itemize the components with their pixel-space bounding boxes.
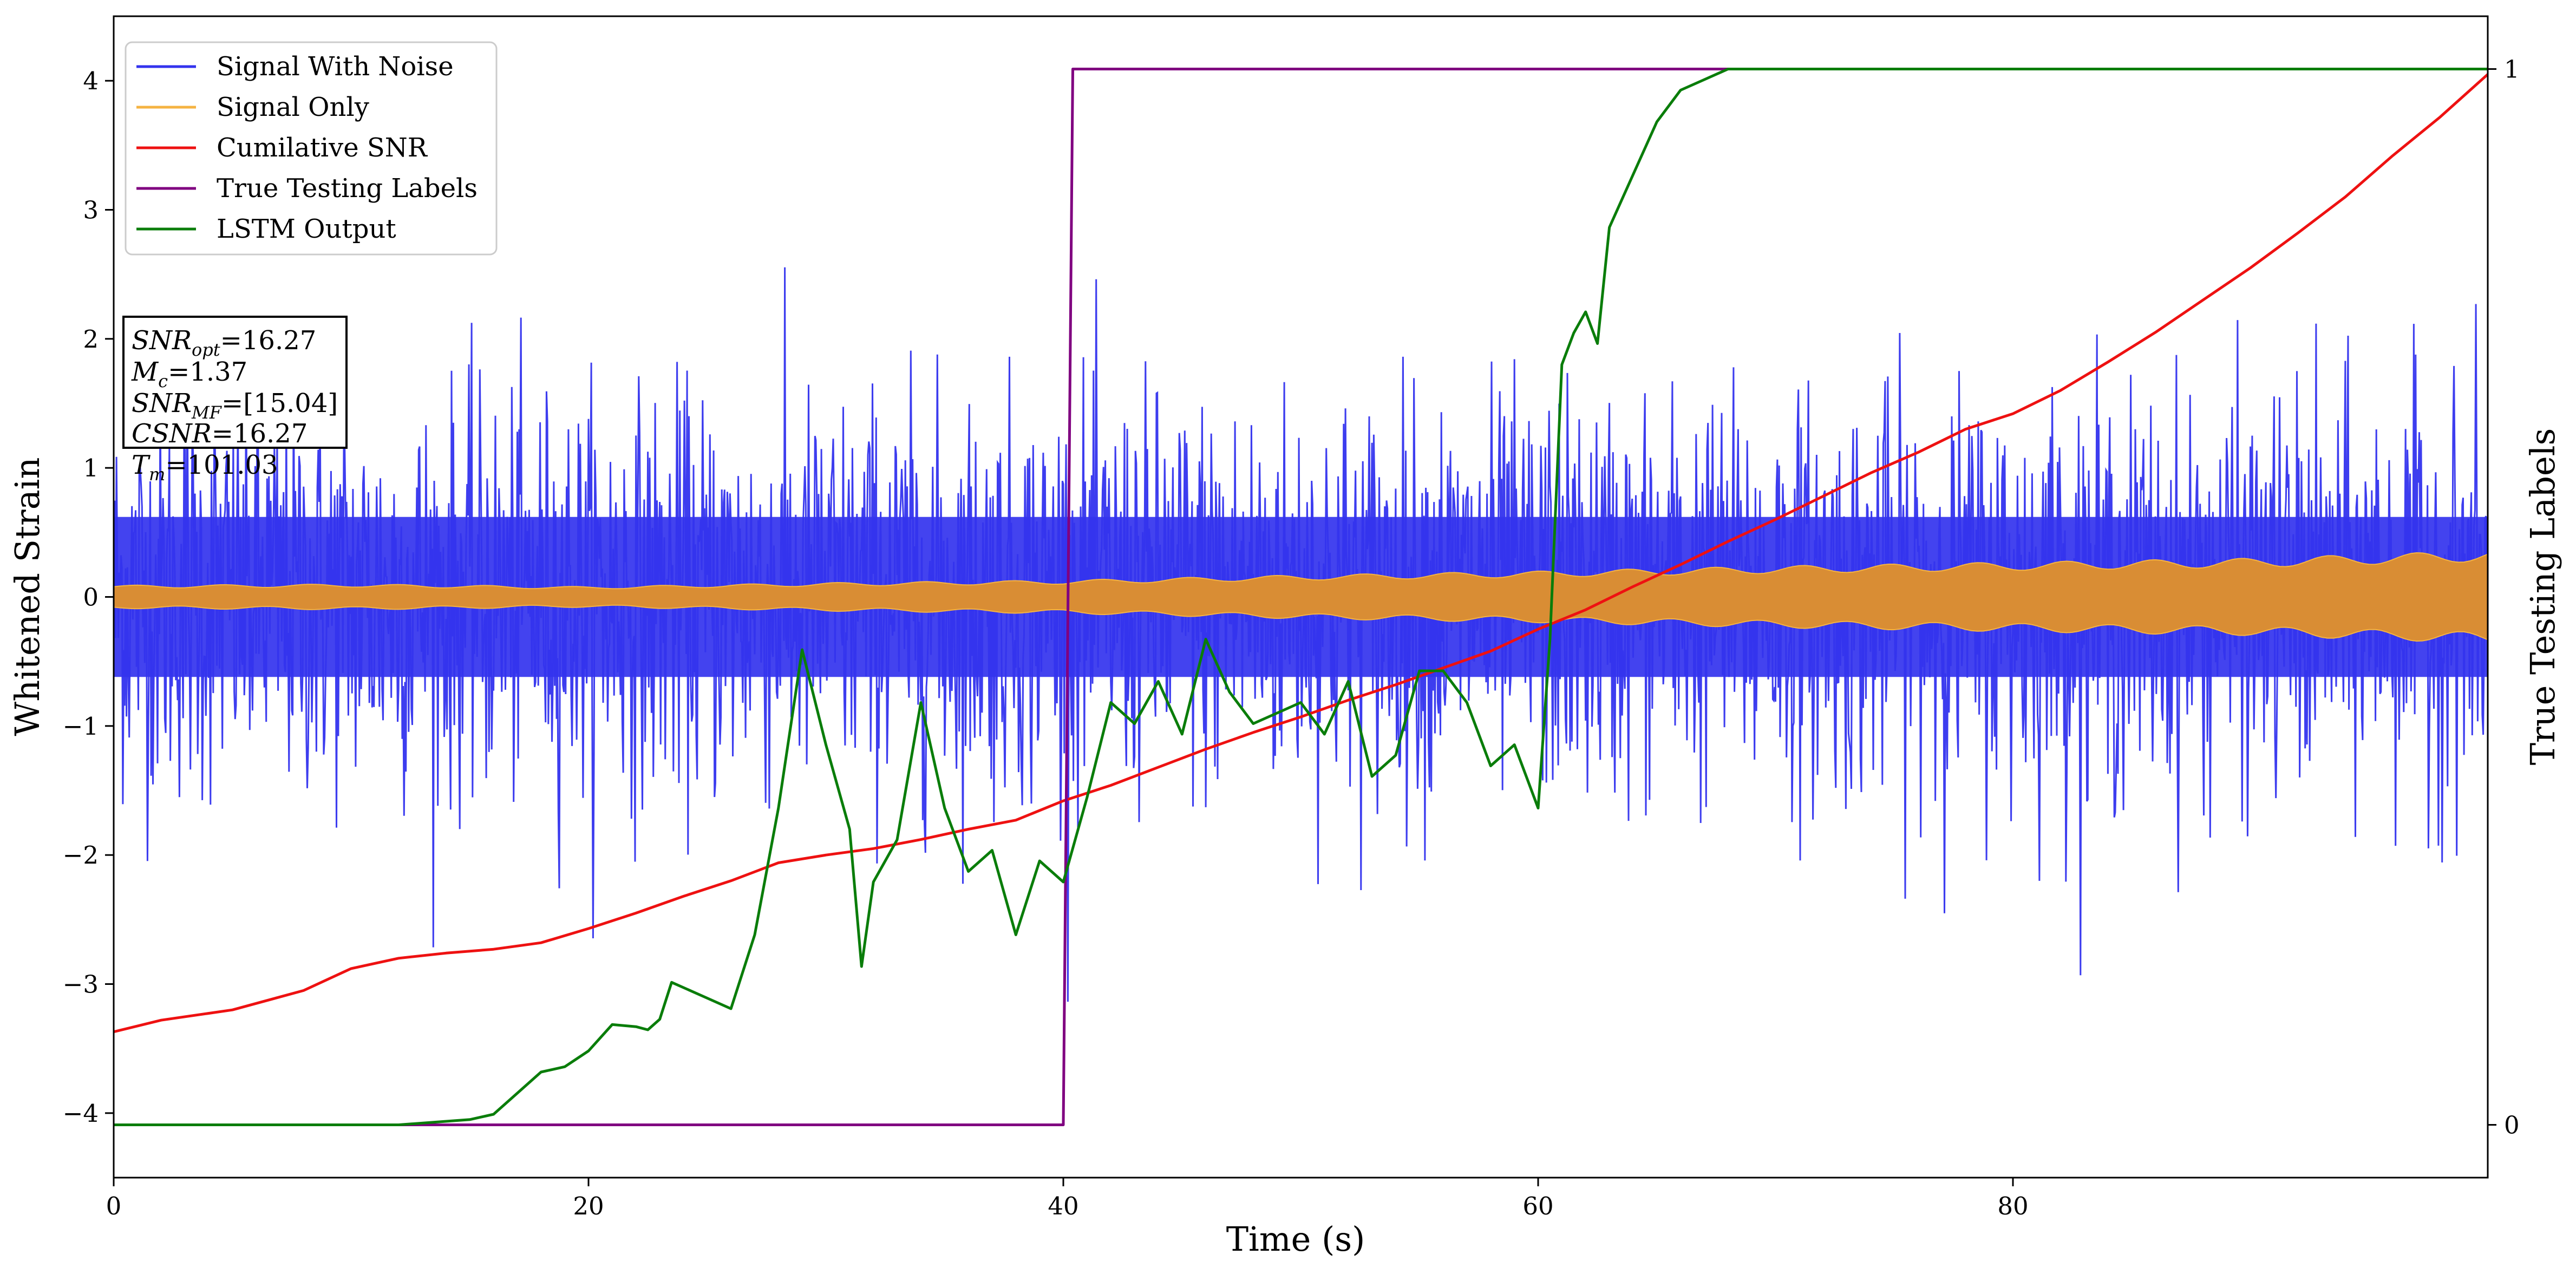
legend-label: Cumilative SNR bbox=[217, 133, 428, 163]
annotation-box bbox=[122, 316, 348, 449]
y-tick-label: 2 bbox=[83, 325, 99, 354]
y2-tick-label: 0 bbox=[2504, 1111, 2520, 1140]
y-axis-label: Whitened Strain bbox=[8, 458, 47, 736]
series-cumilative-snr bbox=[114, 73, 2488, 1034]
series-signal-with-noise bbox=[114, 267, 2488, 1002]
annot-snr-opt: SNRopt=16.27 bbox=[132, 325, 316, 360]
y-tick-label: −4 bbox=[63, 1099, 99, 1128]
annot-snr-mf: SNRMF=[15.04] bbox=[132, 388, 338, 423]
legend-box bbox=[125, 41, 498, 256]
series-lstm-output bbox=[114, 68, 2488, 1126]
legend-label: Signal With Noise bbox=[217, 51, 454, 82]
annot-mc: Mc=1.37 bbox=[131, 357, 247, 391]
snr-annotation: SNRopt=16.27 Mc=1.37 SNRMF=[15.04] CSNR=… bbox=[122, 316, 348, 485]
y2-axis-label: True Testing Labels bbox=[2523, 428, 2562, 766]
annot-csnr: CSNR=16.27 bbox=[132, 419, 308, 449]
x-tick-label: 20 bbox=[573, 1192, 604, 1220]
legend-label: Signal Only bbox=[217, 92, 369, 122]
y-tick-label: 0 bbox=[83, 583, 99, 612]
x-tick-label: 80 bbox=[1997, 1192, 2028, 1220]
y-tick-label: 1 bbox=[83, 454, 99, 482]
y-tick-label: 4 bbox=[83, 67, 99, 95]
y-tick-label: −1 bbox=[63, 712, 99, 741]
annot-tm: Tm=101.03 bbox=[132, 450, 278, 485]
x-tick-label: 40 bbox=[1048, 1192, 1078, 1220]
x-tick-label: 0 bbox=[106, 1192, 122, 1220]
x-axis-label: Time (s) bbox=[1226, 1219, 1365, 1259]
legend-label: True Testing Labels bbox=[217, 173, 478, 204]
x-tick-label: 60 bbox=[1522, 1192, 1553, 1220]
y2-tick-label: 1 bbox=[2504, 55, 2520, 84]
y-tick-label: −3 bbox=[63, 970, 99, 999]
y-tick-label: −2 bbox=[63, 841, 99, 870]
signal-only-band bbox=[114, 552, 2488, 642]
legend-label: LSTM Output bbox=[217, 214, 396, 244]
series-signal-only bbox=[114, 552, 2488, 642]
legend: Signal With Noise Signal Only Cumilative S… bbox=[125, 41, 498, 256]
y-tick-label: 3 bbox=[83, 196, 99, 225]
